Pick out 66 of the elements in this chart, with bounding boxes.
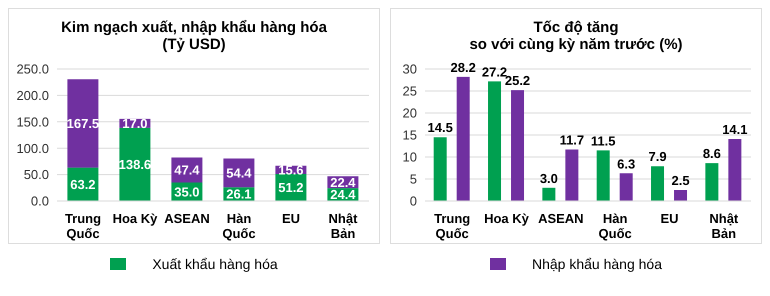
y-tick-label: 20 <box>402 106 417 121</box>
data-label: 7.9 <box>648 149 667 164</box>
y-tick-label: 150.0 <box>16 114 49 130</box>
data-label: 17.0 <box>122 116 148 131</box>
data-label: 24.4 <box>330 187 356 202</box>
y-tick-label: 15 <box>402 128 417 143</box>
y-tick-label: 0.0 <box>30 194 49 209</box>
y-tick-label: 250.0 <box>16 62 49 77</box>
x-tick-label: EU <box>282 211 300 226</box>
data-label: 6.3 <box>617 156 636 172</box>
y-tick-label: 0 <box>410 194 417 209</box>
x-tick-label: Hoa Kỳ <box>112 211 158 226</box>
data-label: 14.5 <box>428 120 453 136</box>
y-tick-label: 10 <box>402 150 417 165</box>
x-tick-label: Hàn Quốc <box>598 211 632 241</box>
y-tick-label: 200.0 <box>16 88 49 104</box>
legend-label: Xuất khẩu hàng hóa <box>152 256 278 272</box>
data-label: 47.4 <box>174 162 200 178</box>
x-tick-label: Nhật Bản <box>328 211 358 241</box>
legend-label: Nhập khẩu hàng hóa <box>532 256 662 272</box>
data-label: 11.7 <box>560 132 584 148</box>
bar <box>565 150 578 201</box>
bar <box>488 81 502 201</box>
bar <box>651 166 664 201</box>
bar <box>119 128 150 201</box>
data-label: 35.0 <box>174 184 200 200</box>
x-tick-label: Trung Quốc <box>64 211 102 241</box>
data-label: 11.5 <box>590 133 616 148</box>
data-label: 22.4 <box>330 174 356 190</box>
bar <box>434 137 447 201</box>
data-label: 3.0 <box>540 170 558 186</box>
data-label: 63.2 <box>70 176 96 192</box>
bar <box>705 163 718 201</box>
data-label: 15.6 <box>278 162 304 178</box>
chart-title: Kim ngạch xuất, nhập khẩu hàng hóa (Tỷ USD) <box>60 19 328 53</box>
data-label: 28.2 <box>450 60 476 75</box>
y-tick-label: 100.0 <box>16 140 49 156</box>
bar <box>728 138 742 201</box>
data-label: 14.1 <box>722 122 748 137</box>
data-label: 8.6 <box>702 146 721 162</box>
y-tick-label: 25 <box>402 84 417 99</box>
bar <box>511 90 524 201</box>
x-tick-label: Trung Quốc <box>434 211 470 241</box>
x-tick-label: Hàn Quốc <box>222 211 256 241</box>
bar <box>542 188 556 201</box>
data-label: 54.4 <box>226 165 252 180</box>
bar <box>674 190 688 201</box>
y-tick-label: 30 <box>402 62 417 77</box>
chart-title: Tốc độ tăng so với cùng kỳ năm trước (%) <box>468 19 684 53</box>
data-label: 138.6 <box>118 157 152 172</box>
x-tick-label: Nhật Bản <box>709 211 739 241</box>
data-label: 25.2 <box>504 73 530 88</box>
bar <box>456 76 470 201</box>
data-label: 2.5 <box>671 173 690 188</box>
bar <box>596 150 610 201</box>
y-tick-label: 50.0 <box>24 167 49 182</box>
data-label: 51.2 <box>278 180 304 196</box>
y-tick-label: 5 <box>410 172 417 187</box>
bar <box>67 79 98 168</box>
x-tick-label: Hoa Kỳ <box>484 211 530 226</box>
x-tick-label: ASEAN <box>538 211 584 226</box>
bar <box>620 173 633 201</box>
data-label: 26.1 <box>226 186 252 202</box>
data-label: 167.5 <box>66 116 100 132</box>
x-tick-label: ASEAN <box>164 211 210 226</box>
x-tick-label: EU <box>660 211 679 226</box>
